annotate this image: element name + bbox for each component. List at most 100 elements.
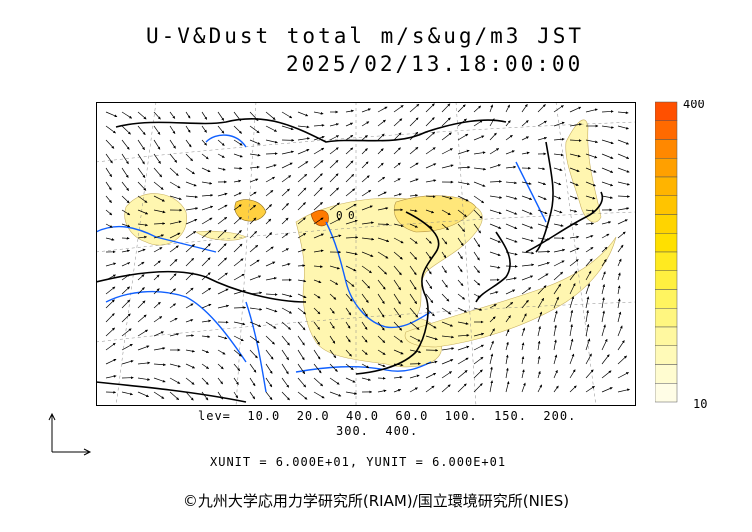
color-scale-swatch (655, 101, 678, 121)
wind-vector (217, 304, 230, 309)
wind-vector (521, 287, 532, 295)
wind-vector (473, 369, 483, 379)
wind-vector (505, 181, 518, 185)
wind-vector (313, 201, 323, 211)
wind-vector (393, 178, 401, 183)
wind-vector (121, 195, 130, 204)
wind-vector (361, 377, 371, 381)
wind-vector (425, 223, 433, 229)
rivers (96, 134, 547, 393)
wind-vector (265, 190, 274, 197)
wind-vector (441, 307, 452, 315)
wind-vector (393, 237, 404, 244)
wind-vector (553, 121, 565, 127)
wind-vector (473, 167, 487, 171)
wind-vector (425, 103, 435, 113)
wind-vector (313, 173, 323, 183)
wind-vector (105, 167, 112, 178)
wind-vector (217, 111, 225, 121)
wind-vector (377, 363, 386, 368)
wind-vector (345, 147, 354, 155)
wind-vector (121, 223, 131, 228)
wind-vector (553, 260, 565, 267)
wind-vector (265, 293, 278, 296)
wind-vector (105, 237, 115, 241)
wind-vector (457, 279, 464, 287)
color-scale-swatch (655, 176, 678, 196)
wind-vector (201, 377, 209, 385)
wind-vector (281, 188, 290, 197)
wind-vector (441, 359, 454, 365)
wind-vector (521, 136, 530, 141)
wind-vector (281, 335, 290, 346)
wind-vector (169, 303, 176, 309)
wind-vector (425, 195, 436, 198)
color-scale-swatch (655, 139, 678, 159)
wind-vector (233, 192, 242, 197)
wind-vector (457, 333, 470, 337)
wind-vector (121, 286, 130, 295)
wind-vector (137, 377, 151, 381)
wind-vector (473, 135, 485, 141)
wind-vector (153, 222, 166, 225)
wind-vector (569, 309, 574, 323)
wind-vector (137, 153, 145, 165)
wind-vector (217, 229, 227, 239)
wind-vector (617, 325, 623, 337)
wind-vector (361, 189, 372, 197)
wind-vector (217, 192, 228, 197)
wind-vector (537, 370, 541, 379)
wind-vector (281, 233, 289, 239)
wind-vector (185, 153, 193, 162)
wind-vector (217, 257, 227, 267)
wind-vector (457, 383, 467, 393)
wind-vector (137, 300, 146, 309)
wind-vector (329, 187, 339, 197)
wind-vector (457, 293, 466, 300)
wind-vector (121, 328, 132, 337)
wind-vector (601, 310, 606, 323)
wind-vector (505, 209, 518, 215)
wind-vector (121, 181, 129, 191)
wind-vector (185, 334, 195, 337)
wind-vector (505, 367, 509, 379)
wind-vector (473, 332, 485, 337)
wind-vector (489, 223, 502, 229)
wind-vector (521, 104, 528, 113)
wind-vector (329, 321, 335, 329)
wind-vector (265, 111, 276, 120)
wind-vector (521, 327, 526, 337)
wind-vector (217, 139, 225, 146)
wind-vector (105, 262, 117, 267)
wind-vector (361, 135, 368, 141)
wind-vector (617, 272, 621, 281)
wind-vector (313, 265, 323, 268)
wind-vector (505, 165, 517, 169)
wind-vector (329, 173, 339, 183)
wind-vector (281, 162, 293, 169)
wind-vector (201, 243, 211, 253)
color-scale-swatch (655, 195, 678, 215)
wind-vector (585, 195, 596, 200)
wind-vector (201, 193, 214, 197)
wind-vector (553, 339, 557, 351)
wind-vector (409, 117, 419, 127)
wind-vector (617, 298, 621, 309)
wind-vector (601, 246, 608, 253)
wind-vector (361, 148, 368, 155)
wind-vector (105, 342, 116, 351)
wind-vector (153, 391, 165, 399)
wind-vector (105, 139, 115, 149)
wind-vector (169, 220, 182, 225)
wind-vector (473, 279, 481, 286)
wind-vector (521, 299, 529, 309)
wind-vector (185, 218, 198, 225)
wind-vector (601, 271, 606, 281)
wind-vector (249, 125, 260, 134)
wind-vector (537, 325, 542, 337)
wind-vector (313, 135, 325, 141)
wind-vector (441, 132, 452, 141)
wind-vector (153, 234, 165, 239)
contour-label: 0 (336, 209, 343, 222)
wind-vector (233, 111, 242, 122)
